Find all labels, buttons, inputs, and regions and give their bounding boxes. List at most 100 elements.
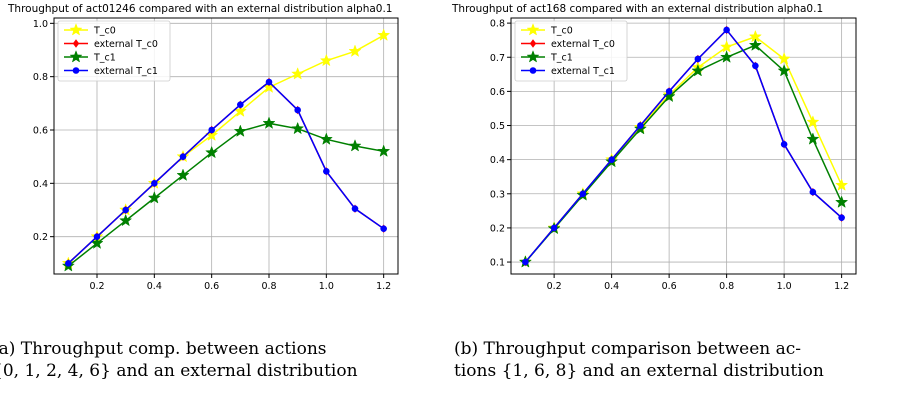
data-point (93, 233, 101, 240)
y-tick-label: 0.4 (33, 179, 48, 190)
series-t_c1 (61, 116, 391, 272)
y-tick-label: 0.2 (33, 232, 48, 243)
data-point (637, 122, 644, 129)
data-point (351, 205, 359, 212)
data-point (348, 44, 362, 57)
data-point (777, 63, 791, 77)
data-point (205, 145, 219, 159)
data-point (319, 53, 333, 67)
y-tick-label: 0.6 (490, 87, 505, 98)
data-point (550, 224, 558, 232)
legend-label: T_c1 (93, 53, 116, 64)
x-tick-label: 0.8 (719, 281, 734, 292)
legend-label: T_c1 (550, 53, 573, 64)
data-point (752, 62, 759, 70)
data-point (265, 78, 273, 86)
data-point (294, 106, 301, 114)
data-point (777, 52, 791, 65)
data-point (291, 121, 305, 135)
data-point (377, 28, 391, 41)
legend-marker (529, 39, 537, 48)
data-point (838, 214, 845, 221)
legend-label: external T_c0 (94, 39, 158, 50)
caption-b-line-1: (b) Throughput comparison between ac- (454, 339, 802, 359)
data-point (122, 206, 129, 214)
data-point (720, 40, 734, 53)
legend-label: T_c0 (550, 26, 573, 37)
legend: T_c0 external T_c0 T_c1 external T_c1 (514, 20, 628, 82)
data-point (119, 213, 133, 227)
legend-marker (69, 23, 83, 36)
x-tick-label: 0.6 (204, 281, 219, 292)
legend-label: external T_c0 (551, 39, 615, 50)
chart-a: Throughput of act01246 compared with an … (7, 3, 399, 292)
caption-b: (b) Throughput comparison between ac- ti… (454, 338, 824, 382)
series-line (524, 28, 843, 263)
data-point (806, 132, 820, 145)
y-tick-label: 0.3 (490, 189, 505, 200)
y-tick-label: 0.6 (33, 126, 48, 137)
data-point (65, 260, 72, 267)
x-tick-label: 0.8 (261, 281, 276, 292)
legend-box (514, 20, 628, 82)
legend-label: external T_c1 (551, 66, 615, 77)
x-tick-label: 0.2 (547, 281, 562, 292)
x-tick-label: 0.4 (147, 281, 162, 292)
y-tick-label: 0.7 (490, 53, 505, 64)
data-point (723, 26, 730, 34)
y-tick-label: 0.4 (490, 155, 505, 166)
data-point (348, 139, 362, 152)
legend-marker (69, 50, 83, 63)
legend-marker (72, 39, 80, 48)
plot-frame (53, 17, 399, 275)
data-point (262, 116, 276, 129)
data-point (176, 168, 190, 181)
data-point (835, 178, 849, 191)
y-tick-label: 0.2 (490, 223, 505, 234)
chart-title: Throughput of act01246 compared with an … (7, 3, 393, 15)
data-point (806, 115, 820, 128)
caption-a: (a) Throughput comp. between actions {0,… (0, 338, 358, 382)
x-tick-label: 0.6 (662, 281, 677, 292)
legend-label: T_c0 (93, 26, 116, 37)
data-point (780, 140, 788, 148)
series-external-t_c1 (522, 26, 845, 266)
y-tick-label: 0.8 (33, 72, 48, 83)
x-tick-label: 1.0 (777, 281, 792, 292)
caption-b-line-2: tions {1, 6, 8} and an external distribu… (454, 361, 824, 381)
data-point (835, 195, 849, 208)
data-point (608, 156, 615, 163)
x-tick-label: 0.2 (89, 281, 104, 292)
legend-marker (526, 23, 540, 36)
chart-b: Throughput of act168 compared with an ex… (451, 3, 857, 292)
y-tick-label: 0.5 (490, 121, 505, 132)
data-point (579, 190, 587, 198)
legend-marker (529, 67, 537, 74)
plot-frame (510, 17, 857, 275)
series-line (67, 122, 384, 267)
legend: T_c0 external T_c0 T_c1 external T_c1 (57, 20, 171, 82)
data-point (147, 191, 161, 204)
x-tick-label: 1.2 (834, 281, 849, 292)
data-point (720, 50, 734, 63)
data-point (319, 132, 333, 145)
series-external-t_c0 (65, 77, 387, 268)
series-external-t_c1 (65, 78, 387, 267)
data-point (380, 225, 387, 232)
y-tick-label: 0.1 (490, 258, 505, 269)
data-point (208, 126, 215, 134)
legend-label: external T_c1 (94, 66, 158, 77)
data-point (809, 188, 817, 196)
legend-marker (526, 50, 540, 63)
data-point (691, 63, 705, 77)
data-point (522, 258, 529, 266)
data-point (665, 88, 673, 95)
series-line (67, 81, 385, 264)
data-point (179, 153, 187, 160)
x-tick-label: 1.2 (376, 281, 391, 292)
x-tick-label: 0.4 (604, 281, 619, 292)
chart-title: Throughput of act168 compared with an ex… (451, 3, 823, 15)
y-tick-label: 0.8 (490, 19, 505, 30)
data-point (694, 55, 702, 63)
